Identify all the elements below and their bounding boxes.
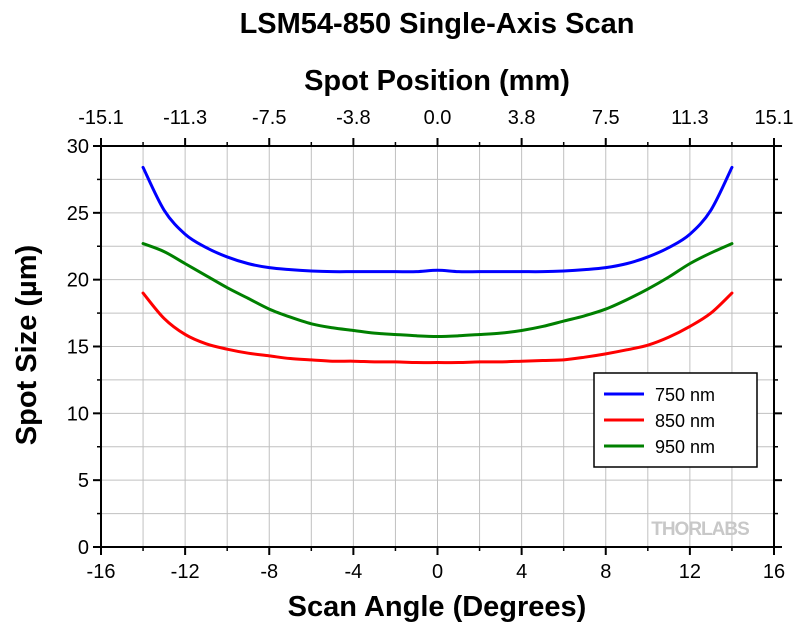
x-tick-label: 4 [516, 561, 527, 583]
x2-tick-label: -11.3 [163, 107, 207, 129]
x-tick-label: 12 [679, 561, 701, 583]
series-layer [141, 165, 734, 365]
y-tick-label: 30 [67, 136, 89, 158]
x2-tick-label: 15.1 [755, 107, 794, 129]
y-axis-label: Spot Size (µm) [11, 245, 43, 445]
grid [101, 146, 774, 547]
legend-label-950-nm: 950 nm [655, 437, 715, 457]
thorlabs-logo: THORLABS [651, 519, 749, 540]
x-tick-label: 0 [432, 561, 443, 583]
chart-title: LSM54-850 Single-Axis Scan [240, 8, 635, 40]
legend-label-850-nm: 850 nm [655, 411, 715, 431]
x2-tick-label: 3.8 [508, 107, 536, 129]
y-tick-label: 20 [67, 270, 89, 292]
y-tick-label: 25 [67, 203, 89, 225]
series-line-950-nm [141, 242, 734, 338]
x-tick-label: -8 [260, 561, 278, 583]
plot-frame [100, 145, 775, 548]
x2-tick-label: 0.0 [424, 107, 452, 129]
x2-tick-label: -15.1 [78, 107, 124, 129]
y-tick-label: 15 [67, 337, 89, 359]
x2-tick-label: 7.5 [592, 107, 620, 129]
ticks-layer: -16 -15.1 -12 -11.3 -8 -7.5 -4 -3.8 0 0.0 4 3.8 8 7.5… [67, 107, 794, 583]
x2-tick-label: 11.3 [671, 107, 708, 129]
x2-axis-label: Spot Position (mm) [304, 65, 570, 97]
legend-label-750-nm: 750 nm [655, 385, 715, 405]
legend: 750 nm 850 nm 950 nm [593, 372, 758, 468]
x-tick-label: 16 [763, 561, 785, 583]
y-tick-label: 5 [78, 470, 89, 492]
x-axis-label: Scan Angle (Degrees) [288, 591, 587, 623]
x-tick-label: 8 [600, 561, 611, 583]
x-tick-label: -16 [87, 561, 116, 583]
x-tick-label: -4 [344, 561, 362, 583]
x2-tick-label: -3.8 [336, 107, 370, 129]
y-tick-label: 10 [67, 403, 89, 425]
series-line-750-nm [141, 165, 734, 274]
series-line-850-nm [141, 291, 734, 365]
y-tick-label: 0 [78, 537, 89, 559]
x2-tick-label: -7.5 [252, 107, 286, 129]
x-tick-label: -12 [171, 561, 200, 583]
